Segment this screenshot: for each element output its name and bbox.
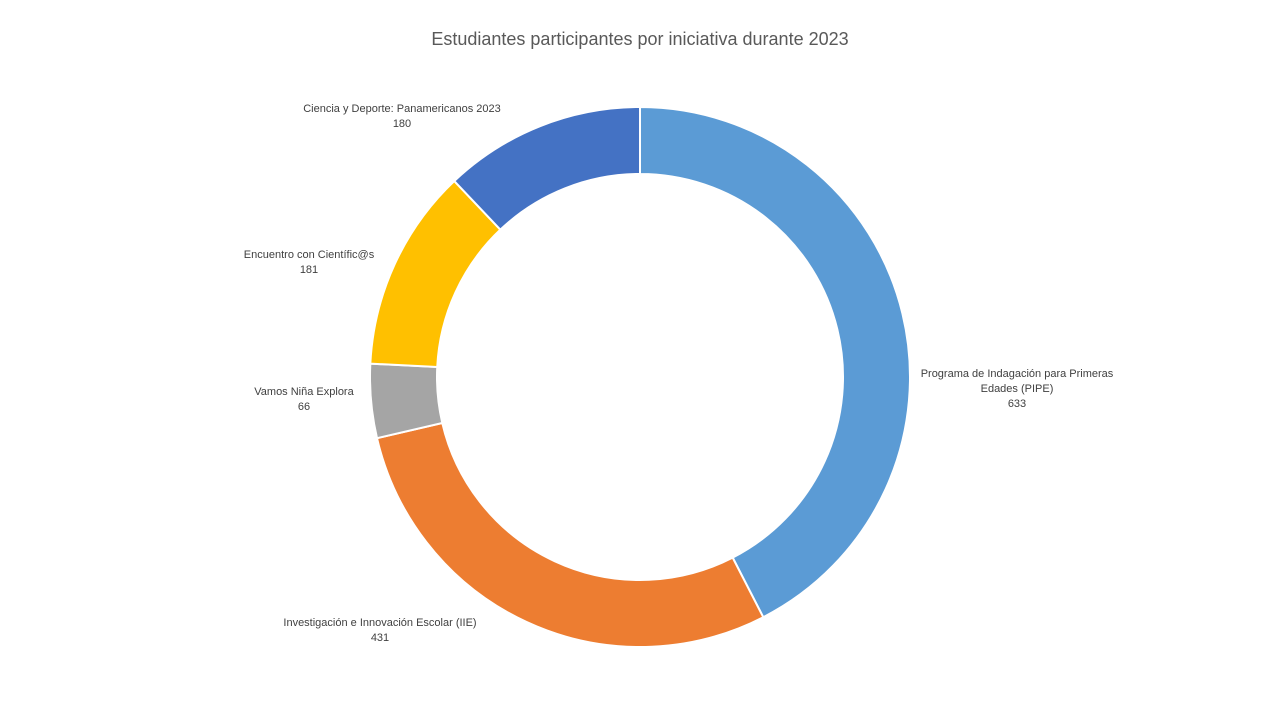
slice-category: Encuentro con Científic@s: [244, 249, 375, 261]
slice-label-0: Programa de Indagación para Primeras Edad…: [921, 368, 1114, 410]
slice-category: Investigación e Innovación Escolar (IIE): [283, 617, 476, 629]
chart-title: Estudiantes participantes por iniciativa…: [431, 29, 848, 49]
slices-group: [369, 105, 911, 648]
slice-category: Edades (PIPE): [981, 383, 1054, 395]
slice-category: Programa de Indagación para Primeras: [921, 368, 1114, 380]
slice-label-3: Encuentro con Científic@s 181: [244, 249, 375, 276]
slice-value: 431: [371, 632, 389, 644]
slice-value: 633: [1008, 398, 1026, 410]
doughnut-slice-1: [375, 421, 765, 648]
slice-label-2: Vamos Niña Explora 66: [254, 386, 354, 413]
slice-category: Ciencia y Deporte: Panamericanos 2023: [303, 103, 501, 115]
slice-label-4: Ciencia y Deporte: Panamericanos 2023 180: [303, 103, 501, 130]
labels-group: Programa de Indagación para Primeras Edad…: [244, 103, 1114, 644]
slice-value: 181: [300, 264, 318, 276]
slice-category: Vamos Niña Explora: [254, 386, 354, 398]
slice-label-1: Investigación e Innovación Escolar (IIE)…: [283, 617, 476, 644]
slice-value: 66: [298, 401, 310, 413]
slice-value: 180: [393, 118, 411, 130]
doughnut-slice-0: [639, 105, 911, 619]
doughnut-slice-4: [452, 105, 641, 232]
